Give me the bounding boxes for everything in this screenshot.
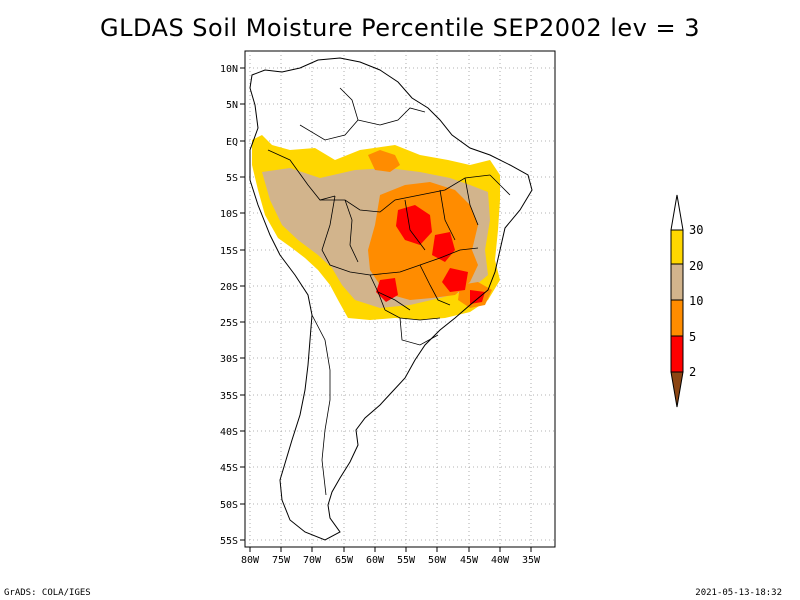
lat-tick-label: 25S: [220, 318, 238, 329]
lat-tick-label: EQ: [226, 137, 238, 148]
lon-tick-label: 75W: [272, 555, 291, 566]
shade-2-5-c: [442, 268, 468, 292]
lat-tick-label: 15S: [220, 246, 238, 257]
shade-5-10-north: [368, 150, 400, 172]
lon-tick-label: 55W: [397, 555, 416, 566]
legend-arrow-bottom: [670, 371, 684, 408]
legend-label: 10: [689, 294, 703, 308]
shade-2-5-a: [396, 205, 432, 245]
lat-tick-label: 30S: [220, 354, 238, 365]
lat-tick-label: 5S: [226, 173, 238, 184]
lon-tick-label: 70W: [303, 555, 322, 566]
percentile-shading: [252, 135, 500, 320]
country-borders: [267, 87, 511, 496]
legend-label: 5: [689, 330, 696, 344]
footer-timestamp: 2021-05-13-18:32: [695, 588, 782, 598]
lon-tick-label: 50W: [428, 555, 447, 566]
lat-tick-label: 40S: [220, 427, 238, 438]
map-title: GLDAS Soil Moisture Percentile SEP2002 l…: [100, 14, 700, 42]
legend-swatch-5: [670, 335, 684, 373]
lat-tick-label: 10S: [220, 209, 238, 220]
legend-label: 20: [689, 259, 703, 273]
shade-2-5-d: [376, 278, 398, 302]
lat-tick-label: 10N: [220, 64, 238, 75]
footer-credit: GrADS: COLA/IGES: [4, 588, 91, 598]
legend-swatch-20: [670, 263, 684, 301]
legend-label: 2: [689, 365, 696, 379]
legend-swatch-10: [670, 299, 684, 337]
south-america-coastline: [249, 57, 533, 541]
lon-tick-label: 35W: [522, 555, 541, 566]
lat-axis: 10N 5N EQ 5S 10S 15S 20S 25S 30S 35S 40S…: [220, 64, 245, 547]
lon-tick-label: 40W: [491, 555, 510, 566]
lon-axis: 80W 75W 70W 65W 60W 55W 50W 45W 40W 35W: [241, 547, 541, 566]
lat-tick-label: 20S: [220, 282, 238, 293]
legend-swatch-30: [670, 229, 684, 265]
lat-tick-label: 35S: [220, 391, 238, 402]
legend-arrow-top: [670, 194, 684, 231]
color-legend: 30 20 10 5 2: [670, 194, 703, 408]
lon-tick-label: 80W: [241, 555, 260, 566]
lat-tick-label: 50S: [220, 500, 238, 511]
lon-tick-label: 65W: [335, 555, 354, 566]
legend-label: 30: [689, 223, 703, 237]
lat-tick-label: 55S: [220, 536, 238, 547]
lat-tick-label: 45S: [220, 463, 238, 474]
lon-tick-label: 60W: [366, 555, 385, 566]
lat-tick-label: 5N: [226, 100, 238, 111]
shade-2-5-e: [470, 290, 485, 304]
lon-tick-label: 45W: [460, 555, 479, 566]
